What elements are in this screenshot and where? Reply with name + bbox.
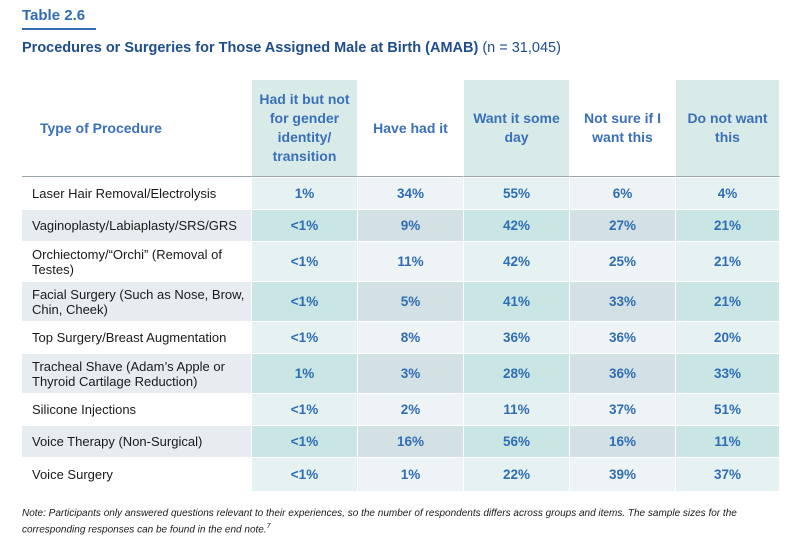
title-text: Procedures or Surgeries for Those Assign… (22, 40, 479, 56)
percent-cell: 2% (358, 393, 464, 425)
procedure-label: Vaginoplasty/Labiaplasty/SRS/GRS (22, 209, 252, 241)
table-body: Laser Hair Removal/Electrolysis 1% 34% 55% 6… (22, 177, 780, 491)
procedure-label: Orchiectomy/“Orchi” (Removal of Testes) (22, 241, 252, 281)
percent-cell: 4% (676, 177, 780, 209)
percent-cell: <1% (252, 393, 358, 425)
footnote: Note: Participants only answered questio… (22, 507, 782, 536)
percent-cell: 36% (464, 321, 570, 353)
table-row: Orchiectomy/“Orchi” (Removal of Testes) <… (22, 241, 780, 281)
percent-cell: 27% (570, 209, 676, 241)
percent-cell: 16% (570, 425, 676, 457)
header-want-it-some-day: Want it some day (464, 80, 570, 177)
percent-cell: 42% (464, 241, 570, 281)
percent-cell: <1% (252, 241, 358, 281)
percent-cell: 6% (570, 177, 676, 209)
percent-cell: 3% (358, 353, 464, 393)
percent-cell: 22% (464, 457, 570, 491)
table-label-underline (22, 28, 96, 30)
percent-cell: 28% (464, 353, 570, 393)
header-row: Type of Procedure Had it but not for gen… (22, 80, 780, 177)
table-row: Tracheal Shave (Adam’s Apple or Thyroid … (22, 353, 780, 393)
percent-cell: 1% (358, 457, 464, 491)
percent-cell: <1% (252, 281, 358, 321)
percent-cell: <1% (252, 209, 358, 241)
percent-cell: 37% (570, 393, 676, 425)
table-row: Silicone Injections <1% 2% 11% 37% 51% (22, 393, 780, 425)
table-row: Vaginoplasty/Labiaplasty/SRS/GRS <1% 9% 42%… (22, 209, 780, 241)
percent-cell: 51% (676, 393, 780, 425)
header-have-had-it: Have had it (358, 80, 464, 177)
percent-cell: 55% (464, 177, 570, 209)
percent-cell: <1% (252, 425, 358, 457)
procedure-label: Facial Surgery (Such as Nose, Brow, Chin… (22, 281, 252, 321)
percent-cell: 36% (570, 321, 676, 353)
percent-cell: 16% (358, 425, 464, 457)
percent-cell: 34% (358, 177, 464, 209)
percent-cell: 11% (676, 425, 780, 457)
title-sample-size: (n = 31,045) (482, 40, 561, 56)
procedure-label: Laser Hair Removal/Electrolysis (22, 177, 252, 209)
percent-cell: 41% (464, 281, 570, 321)
percent-cell: 11% (464, 393, 570, 425)
percent-cell: 39% (570, 457, 676, 491)
percent-cell: 42% (464, 209, 570, 241)
procedures-table: Type of Procedure Had it but not for gen… (22, 80, 780, 491)
percent-cell: 20% (676, 321, 780, 353)
header-do-not-want: Do not want this (676, 80, 780, 177)
percent-cell: 1% (252, 177, 358, 209)
percent-cell: 5% (358, 281, 464, 321)
percent-cell: 37% (676, 457, 780, 491)
percent-cell: 33% (676, 353, 780, 393)
table-title: Procedures or Surgeries for Those Assign… (22, 40, 561, 56)
percent-cell: 8% (358, 321, 464, 353)
header-not-sure: Not sure if I want this (570, 80, 676, 177)
procedure-label: Silicone Injections (22, 393, 252, 425)
percent-cell: 1% (252, 353, 358, 393)
percent-cell: 56% (464, 425, 570, 457)
procedure-label: Tracheal Shave (Adam’s Apple or Thyroid … (22, 353, 252, 393)
header-type: Type of Procedure (22, 80, 252, 177)
table-row: Laser Hair Removal/Electrolysis 1% 34% 55% 6… (22, 177, 780, 209)
percent-cell: 36% (570, 353, 676, 393)
table-label: Table 2.6 (22, 7, 86, 24)
percent-cell: <1% (252, 457, 358, 491)
percent-cell: <1% (252, 321, 358, 353)
percent-cell: 21% (676, 209, 780, 241)
percent-cell: 33% (570, 281, 676, 321)
percent-cell: 21% (676, 281, 780, 321)
percent-cell: 21% (676, 241, 780, 281)
table-row: Voice Therapy (Non-Surgical) <1% 16% 56% 16%… (22, 425, 780, 457)
procedure-label: Top Surgery/Breast Augmentation (22, 321, 252, 353)
footnote-text: Note: Participants only answered questio… (22, 508, 737, 536)
table-row: Top Surgery/Breast Augmentation <1% 8% 36% 3… (22, 321, 780, 353)
procedure-label: Voice Therapy (Non-Surgical) (22, 425, 252, 457)
footnote-ref: 7 (266, 523, 271, 530)
percent-cell: 11% (358, 241, 464, 281)
percent-cell: 9% (358, 209, 464, 241)
procedure-label: Voice Surgery (22, 457, 252, 491)
table-row: Facial Surgery (Such as Nose, Brow, Chin… (22, 281, 780, 321)
table-row: Voice Surgery <1% 1% 22% 39% 37% (22, 457, 780, 491)
percent-cell: 25% (570, 241, 676, 281)
header-had-not-for-gender: Had it but not for gender identity/ tran… (252, 80, 358, 177)
